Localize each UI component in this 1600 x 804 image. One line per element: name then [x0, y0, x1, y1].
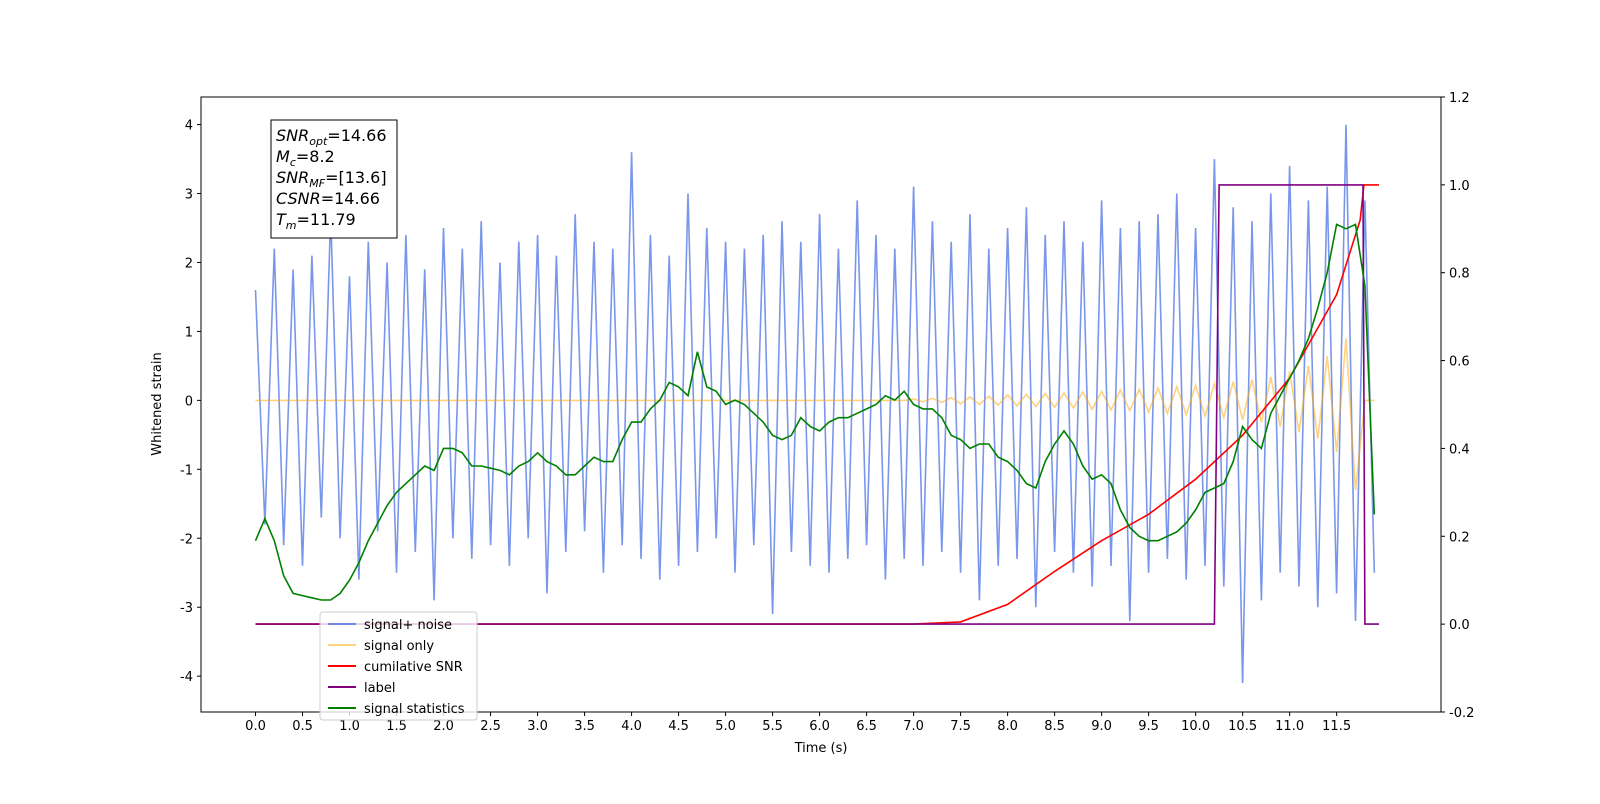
- y2-tick-label: 1.2: [1449, 91, 1470, 106]
- info-sub: MF: [309, 177, 325, 190]
- x-tick-label: 1.0: [339, 719, 360, 734]
- info-line: Tm=11.79: [276, 210, 356, 232]
- info-sub: m: [286, 219, 297, 232]
- series-line: [255, 184, 1379, 625]
- x-tick-label: 8.5: [1044, 719, 1065, 734]
- series-line: [254, 223, 1376, 601]
- legend-label: signal statistics: [364, 702, 465, 717]
- x-tick-label: 4.5: [668, 719, 689, 734]
- info-value: =11.79: [297, 210, 356, 229]
- x-tick-label: 10.0: [1181, 719, 1210, 734]
- x-tick-label: 5.5: [762, 719, 783, 734]
- info-name: SNR: [276, 126, 309, 145]
- info-name: SNR: [276, 168, 309, 187]
- info-line: Mc=8.2: [276, 147, 335, 169]
- info-box-frame: [270, 119, 398, 239]
- series-line: [255, 184, 1379, 625]
- info-sub: c: [290, 156, 296, 169]
- x-tick-label: 4.0: [621, 719, 642, 734]
- x-tick-label: 3.5: [574, 719, 595, 734]
- y-tick-label: 0: [185, 394, 193, 409]
- info-sub: opt: [309, 135, 328, 148]
- y-tick-label: 1: [185, 325, 193, 340]
- x-tick-label: 3.0: [527, 719, 548, 734]
- x-tick-label: 5.0: [715, 719, 736, 734]
- info-name: T: [276, 210, 287, 229]
- info-value: =[13.6]: [325, 168, 387, 187]
- y-tick-label: -3: [180, 601, 193, 616]
- y2-tick-label: -0.2: [1449, 706, 1474, 721]
- x-tick-label: 11.0: [1275, 719, 1304, 734]
- x-tick-label: 11.5: [1322, 719, 1351, 734]
- legend-label: cumilative SNR: [364, 660, 463, 675]
- y2-tick-label: 0.4: [1449, 442, 1470, 457]
- legend: signal+ noise signal only cumilative SNR la…: [319, 611, 478, 721]
- x-tick-label: 2.5: [480, 719, 501, 734]
- legend-frame: [319, 611, 478, 721]
- info-box: SNRopt=14.66Mc=8.2SNRMF=[13.6]CSNR=14.66…: [270, 119, 398, 239]
- y-tick-label: -2: [180, 532, 193, 547]
- y-axis-label: Whitened strain: [150, 352, 165, 455]
- series-line: [254, 124, 1376, 684]
- info-line: SNRMF=[13.6]: [276, 168, 387, 190]
- y-tick-label: 4: [185, 119, 193, 134]
- y-tick-label: 2: [185, 256, 193, 271]
- y-tick-label: 3: [185, 188, 193, 203]
- x-tick-label: 7.5: [950, 719, 971, 734]
- x-tick-label: 6.5: [856, 719, 877, 734]
- y-tick-label: -1: [180, 463, 193, 478]
- y2-tick-label: 0.0: [1449, 618, 1470, 633]
- info-name: CSNR: [276, 189, 321, 208]
- x-tick-label: 8.0: [997, 719, 1018, 734]
- info-value: =8.2: [296, 147, 335, 166]
- x-tick-label: 7.0: [903, 719, 924, 734]
- series-line: [255, 338, 1375, 491]
- legend-label: label: [364, 681, 395, 696]
- info-value: =14.66: [327, 126, 386, 145]
- y-tick-label: -4: [180, 670, 193, 685]
- plot-frame: [200, 96, 1442, 713]
- legend-label: signal+ noise: [364, 618, 452, 633]
- legend-label: signal only: [364, 639, 434, 654]
- x-tick-label: 6.0: [809, 719, 830, 734]
- x-tick-label: 0.0: [245, 719, 266, 734]
- x-axis-label: Time (s): [794, 741, 848, 756]
- x-tick-label: 9.5: [1138, 719, 1159, 734]
- x-tick-label: 10.5: [1228, 719, 1257, 734]
- info-value: =14.66: [321, 189, 380, 208]
- y2-tick-label: 1.0: [1449, 179, 1470, 194]
- x-tick-label: 2.0: [433, 719, 454, 734]
- x-tick-label: 9.0: [1091, 719, 1112, 734]
- x-tick-label: 0.5: [292, 719, 313, 734]
- info-line: CSNR=14.66: [276, 189, 380, 208]
- x-tick-label: 1.5: [386, 719, 407, 734]
- info-line: SNRopt=14.66: [276, 126, 387, 148]
- y2-tick-label: 0.2: [1449, 530, 1470, 545]
- info-name: M: [276, 147, 290, 166]
- y2-tick-label: 0.6: [1449, 355, 1470, 370]
- y2-tick-label: 0.8: [1449, 267, 1470, 282]
